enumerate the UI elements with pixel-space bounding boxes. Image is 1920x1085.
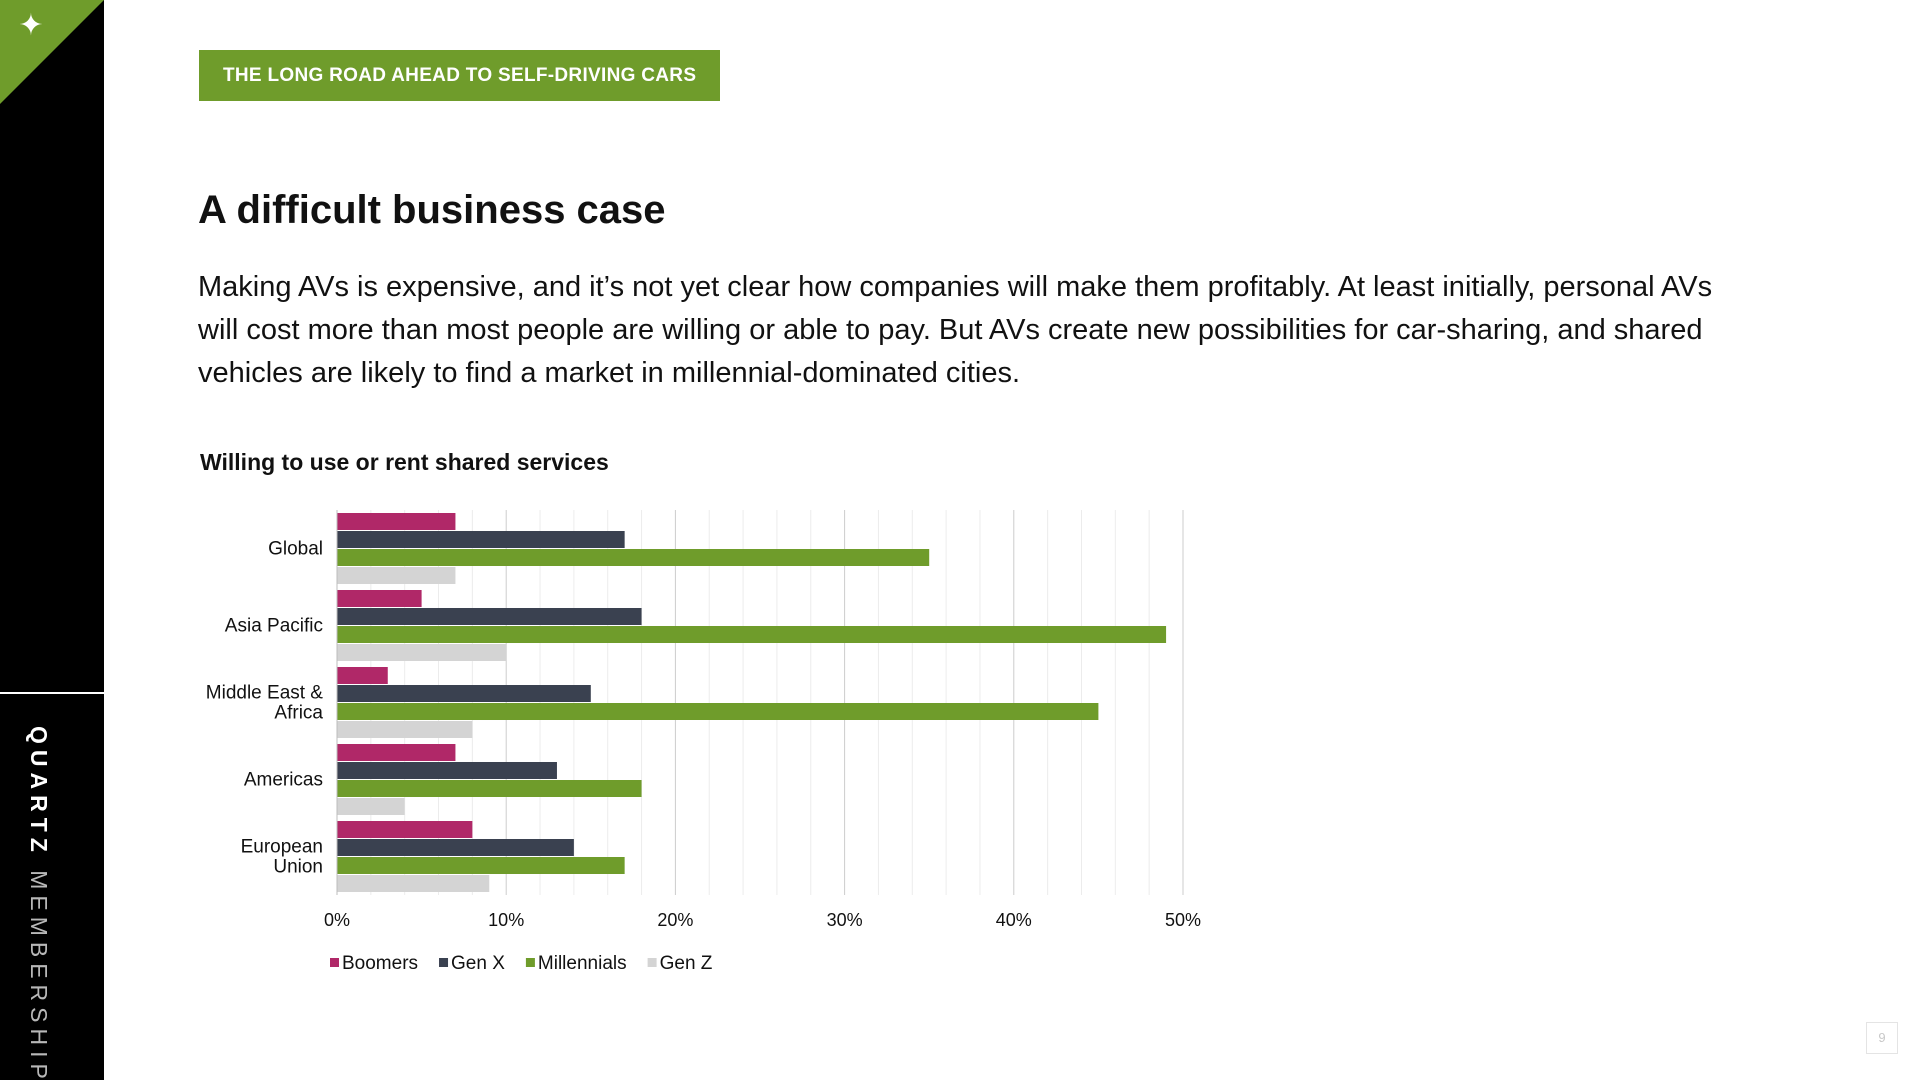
bar-gen-z <box>337 798 405 815</box>
bar-gen-x <box>337 608 642 625</box>
x-tick-label: 50% <box>1165 910 1201 930</box>
sidebar: ✦ QUARTZ MEMBERSHIP <box>0 0 104 1085</box>
category-label: Global <box>268 539 323 560</box>
bar-boomers <box>337 590 422 607</box>
brand-logo[interactable]: QUARTZ MEMBERSHIP <box>25 726 52 1085</box>
legend-swatch <box>330 958 339 967</box>
bar-gen-z <box>337 644 507 661</box>
bar-gen-x <box>337 762 557 779</box>
bar-boomers <box>337 667 388 684</box>
legend-label: Gen X <box>451 953 505 974</box>
bar-gen-x <box>337 531 625 548</box>
legend-label: Gen Z <box>660 953 713 974</box>
category-label: Asia Pacific <box>225 616 323 637</box>
bar-gen-z <box>337 875 490 892</box>
bar-boomers <box>337 744 456 761</box>
bar-boomers <box>337 821 473 838</box>
category-label: Union <box>273 857 323 878</box>
body-paragraph: Making AVs is expensive, and it’s not ye… <box>198 271 1713 389</box>
corner-triangle <box>0 0 104 104</box>
legend-swatch <box>439 958 449 967</box>
page-title: A difficult business case <box>198 188 666 232</box>
legend-label: Boomers <box>342 953 418 974</box>
legend-label: Millennials <box>538 953 627 974</box>
bar-chart: Global Asia Pacific Middle East &Africa Ame… <box>206 510 1201 974</box>
bar-millennials <box>337 780 642 797</box>
legend-swatch <box>525 958 535 967</box>
x-tick-label: 0% <box>324 910 350 930</box>
star-icon: ✦ <box>18 9 44 42</box>
bar-millennials <box>337 626 1167 643</box>
brand-light: MEMBERSHIP <box>26 870 52 1085</box>
category-label: Americas <box>244 770 323 791</box>
x-tick-label: 20% <box>657 910 693 930</box>
brand-strong: QUARTZ <box>26 726 52 858</box>
bar-boomers <box>337 513 456 530</box>
bar-gen-z <box>337 567 456 584</box>
section-tag: THE LONG ROAD AHEAD TO SELF-DRIVING CARS <box>199 50 721 101</box>
bar-millennials <box>337 549 930 566</box>
chart-title: Willing to use or rent shared services <box>200 449 609 475</box>
category-label: Middle East & <box>206 683 324 704</box>
page-number: 9 <box>1866 1022 1898 1054</box>
x-tick-label: 40% <box>996 910 1032 930</box>
x-tick-label: 30% <box>827 910 863 930</box>
sidebar-divider <box>0 692 104 694</box>
bar-millennials <box>337 703 1099 720</box>
x-tick-label: 10% <box>488 910 524 930</box>
bar-gen-x <box>337 685 591 702</box>
bar-gen-x <box>337 839 574 856</box>
category-label: European <box>241 837 323 858</box>
category-label: Africa <box>274 703 323 724</box>
legend-swatch <box>647 958 657 967</box>
bar-millennials <box>337 857 625 874</box>
bar-gen-z <box>337 721 473 738</box>
